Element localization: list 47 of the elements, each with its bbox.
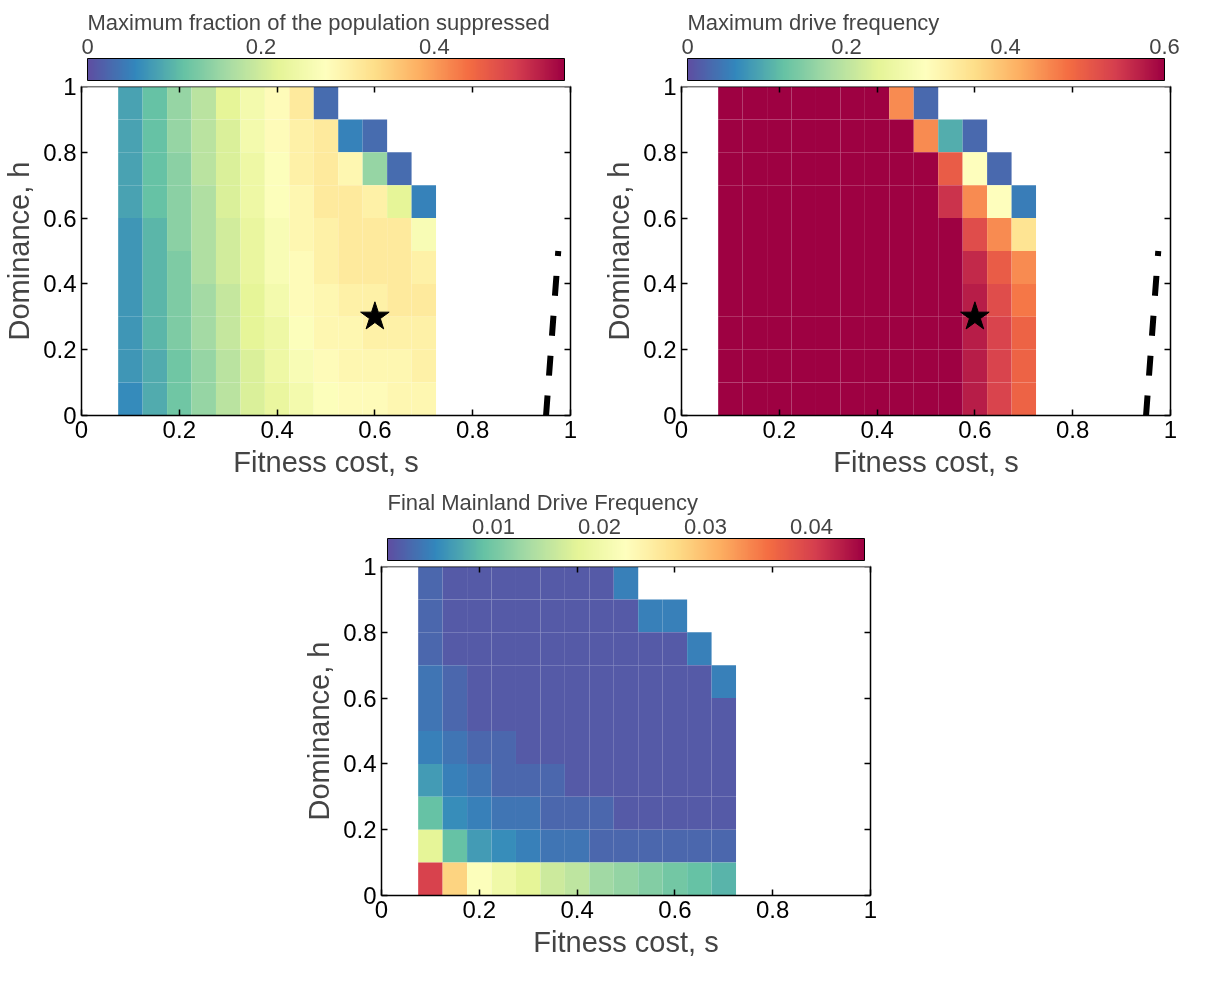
y-tick-label: 1 <box>63 73 77 100</box>
x-tick-label: 0.2 <box>762 415 796 443</box>
y-tick-label: 1 <box>363 553 377 580</box>
x-axis-title: Fitness cost, s <box>233 445 419 478</box>
x-tick-label: 0.4 <box>260 415 294 443</box>
y-tick-label: 0.4 <box>43 270 77 298</box>
color-bar-title: Maximum drive frequency <box>687 9 940 35</box>
x-axis-title: Fitness cost, s <box>833 445 1019 478</box>
y-tick-label: 0.2 <box>643 336 677 364</box>
color-bar-title: Maximum fraction of the population suppressed <box>87 9 550 35</box>
y-axis-title: Dominance, h <box>303 641 336 821</box>
color-bar-label: 0 <box>681 33 694 59</box>
y-tick-label: 0.8 <box>43 138 77 166</box>
color-bar-label: 0 <box>81 33 94 59</box>
y-tick-label: 0.2 <box>343 816 377 844</box>
color-bar-title: Final Mainland Drive Frequency <box>387 489 699 515</box>
color-bar-label: 0.4 <box>990 33 1021 59</box>
y-tick-label: 0.4 <box>343 750 377 778</box>
y-tick-label: 0.6 <box>343 684 377 712</box>
color-bar-label: 0.2 <box>245 33 277 59</box>
x-tick-label: 0.2 <box>162 415 196 443</box>
color-bar-label: 0.2 <box>831 33 862 59</box>
y-axis-title: Dominance, h <box>603 161 636 341</box>
x-tick-label: 1 <box>1163 415 1178 443</box>
color-bar-label: 0.02 <box>578 513 621 539</box>
x-tick-label: 0.4 <box>560 895 594 923</box>
x-tick-label: 0.8 <box>756 895 790 923</box>
y-axis-title: Dominance, h <box>3 161 36 341</box>
y-tick-label: 0.8 <box>643 138 677 166</box>
x-tick-label: 0.4 <box>860 415 894 443</box>
y-tick-label: 0.8 <box>343 618 377 646</box>
x-tick-label: 1 <box>563 415 578 443</box>
color-bar-label: 0.6 <box>1149 33 1180 59</box>
y-tick-label: 0.4 <box>643 270 677 298</box>
x-tick-label: 0.2 <box>462 895 496 923</box>
x-tick-label: 0.8 <box>456 415 490 443</box>
color-bar-label: 0.04 <box>790 513 833 539</box>
y-tick-label: 1 <box>663 73 677 100</box>
x-tick-label: 1 <box>863 895 878 923</box>
y-tick-label: 0.6 <box>43 204 77 232</box>
x-axis-title: Fitness cost, s <box>533 925 719 958</box>
x-tick-label: 0.6 <box>958 415 992 443</box>
x-tick-label: 0.8 <box>1056 415 1090 443</box>
color-bar-label: 0.01 <box>472 513 515 539</box>
y-tick-label: 0.6 <box>643 204 677 232</box>
color-bar-label: 0.4 <box>419 33 450 59</box>
y-tick-label: 0.2 <box>43 336 77 364</box>
